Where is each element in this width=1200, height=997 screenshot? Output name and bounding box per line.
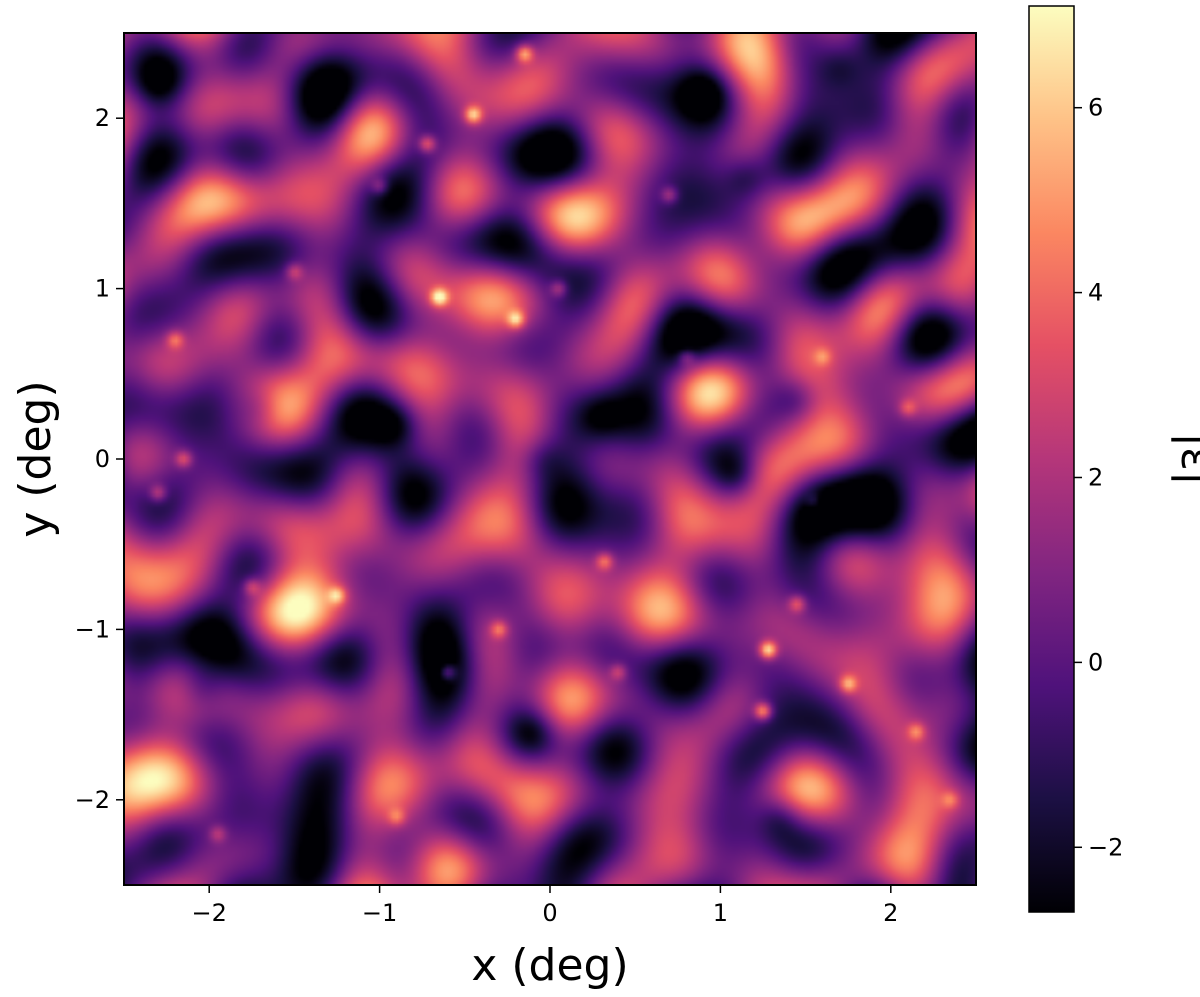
colorbar-tick-label: 0 [1088,648,1103,676]
colorbar-tick-label: 6 [1088,94,1103,122]
colorbar-ticks: −2 0 2 4 6 [1074,94,1123,861]
colorbar-tick-label: −2 [1088,833,1123,861]
colorbar-label: |ε| [1171,432,1200,485]
y-axis-ticks: −2 −1 0 1 2 [75,104,124,814]
y-tick-label: −2 [75,786,110,814]
x-tick-label: 1 [713,899,728,927]
x-tick-label: 0 [542,899,557,927]
x-tick-label: −1 [362,899,397,927]
y-axis-label: y (deg) [10,380,61,537]
x-tick-label: −2 [192,899,227,927]
x-axis-ticks: −2 −1 0 1 2 [192,885,898,927]
colorbar-tick-label: 4 [1088,279,1103,307]
colorbar-tick-label: 2 [1088,463,1103,491]
y-tick-label: −1 [75,615,110,643]
x-axis-label: x (deg) [471,940,628,991]
heatmap-image [124,33,976,885]
y-tick-label: 2 [95,104,110,132]
x-tick-label: 2 [883,899,898,927]
colorbar [1028,5,1075,913]
y-tick-label: 0 [95,445,110,473]
y-tick-label: 1 [95,275,110,303]
